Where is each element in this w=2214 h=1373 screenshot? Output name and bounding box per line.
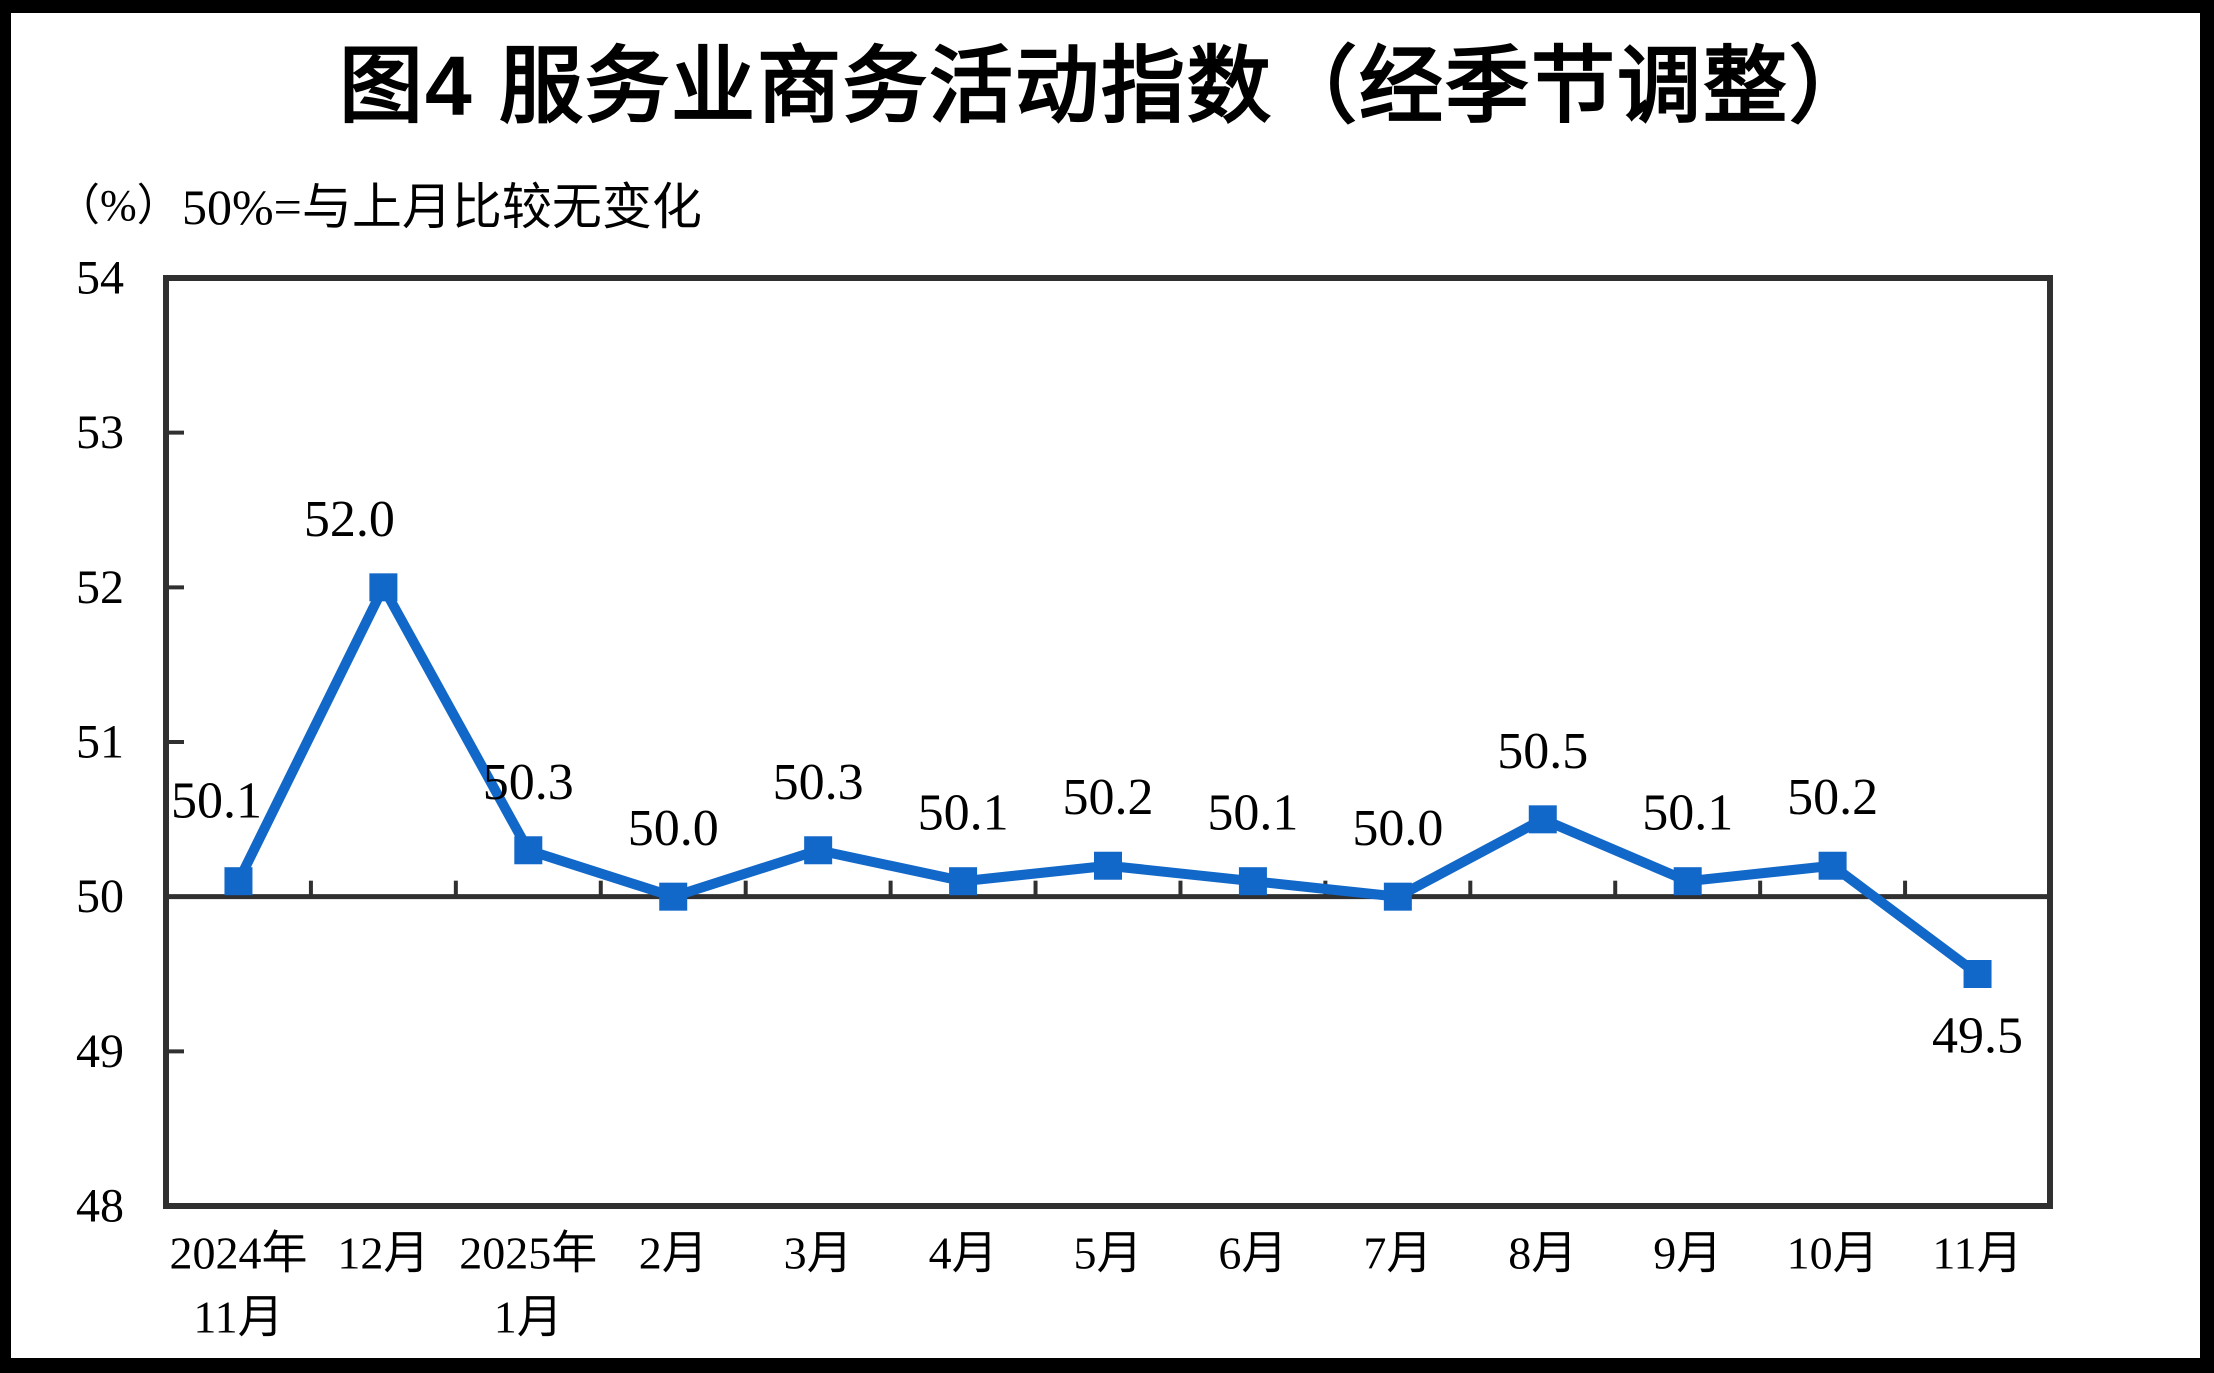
data-point-marker xyxy=(1673,867,1702,896)
y-axis-tick-label: 54 xyxy=(76,252,124,305)
x-axis-label: 8月 xyxy=(1508,1228,1577,1279)
y-axis-tick-label: 50 xyxy=(76,870,124,923)
data-point-label: 50.1 xyxy=(171,773,262,830)
data-point-marker xyxy=(1818,851,1847,880)
x-axis-label: 9月 xyxy=(1653,1228,1722,1279)
data-point-label: 50.3 xyxy=(483,754,574,811)
data-point-marker xyxy=(1238,867,1267,896)
x-axis-label: 10月 xyxy=(1787,1228,1879,1279)
plot-frame xyxy=(163,275,2053,1209)
data-point-marker xyxy=(1963,960,1992,988)
x-axis-label: 1月 xyxy=(494,1292,563,1343)
y-axis-tick-label: 48 xyxy=(76,1180,124,1233)
y-axis-tick-label: 49 xyxy=(76,1025,124,1078)
data-point-label: 50.1 xyxy=(918,785,1009,842)
x-axis-label: 6月 xyxy=(1218,1228,1287,1279)
y-axis-tick-label: 52 xyxy=(76,561,124,614)
data-point-label: 50.2 xyxy=(1787,769,1878,826)
x-axis-label: 11月 xyxy=(193,1292,283,1343)
x-axis-label: 2月 xyxy=(639,1228,708,1279)
x-axis-label: 4月 xyxy=(929,1228,998,1279)
chart-subtitle: 50%=与上月比较无变化 xyxy=(182,179,702,235)
y-axis-tick-label: 53 xyxy=(76,406,124,459)
x-axis-label: 7月 xyxy=(1363,1228,1432,1279)
x-axis-label: 12月 xyxy=(337,1228,429,1279)
data-point-label: 50.1 xyxy=(1207,785,1298,842)
x-axis-label: 2024年 xyxy=(169,1228,307,1279)
data-point-label: 50.3 xyxy=(773,754,864,811)
data-point-label: 50.2 xyxy=(1063,769,1154,826)
data-point-marker xyxy=(514,836,543,865)
page-border-right xyxy=(2200,0,2214,1373)
data-point-marker xyxy=(369,573,398,602)
x-axis-label: 11月 xyxy=(1932,1228,2022,1279)
data-point-label: 50.0 xyxy=(628,800,719,857)
data-point-label: 50.0 xyxy=(1352,800,1443,857)
data-point-marker xyxy=(224,867,253,896)
data-point-label: 50.1 xyxy=(1642,785,1733,842)
data-point-label: 49.5 xyxy=(1932,1008,2023,1065)
data-point-marker xyxy=(804,836,833,865)
data-point-marker xyxy=(1383,882,1412,911)
x-axis-label: 3月 xyxy=(784,1228,853,1279)
data-point-marker xyxy=(1094,851,1122,880)
page-border-top xyxy=(0,0,2214,13)
data-point-label: 52.0 xyxy=(304,491,395,548)
data-point-marker xyxy=(949,867,978,896)
page-border-bottom xyxy=(0,1358,2214,1373)
data-point-label: 50.5 xyxy=(1497,723,1588,780)
y-axis-tick-label: 51 xyxy=(76,716,124,769)
chart-title: 图4 服务业商务活动指数（经季节调整） xyxy=(338,39,1876,133)
data-point-marker xyxy=(659,882,688,911)
y-axis-unit-label: （%） xyxy=(56,181,181,230)
x-axis-label: 2025年 xyxy=(459,1228,597,1279)
page-border-left xyxy=(0,0,11,1373)
x-axis-label: 5月 xyxy=(1074,1228,1143,1279)
data-point-marker xyxy=(1528,805,1557,834)
